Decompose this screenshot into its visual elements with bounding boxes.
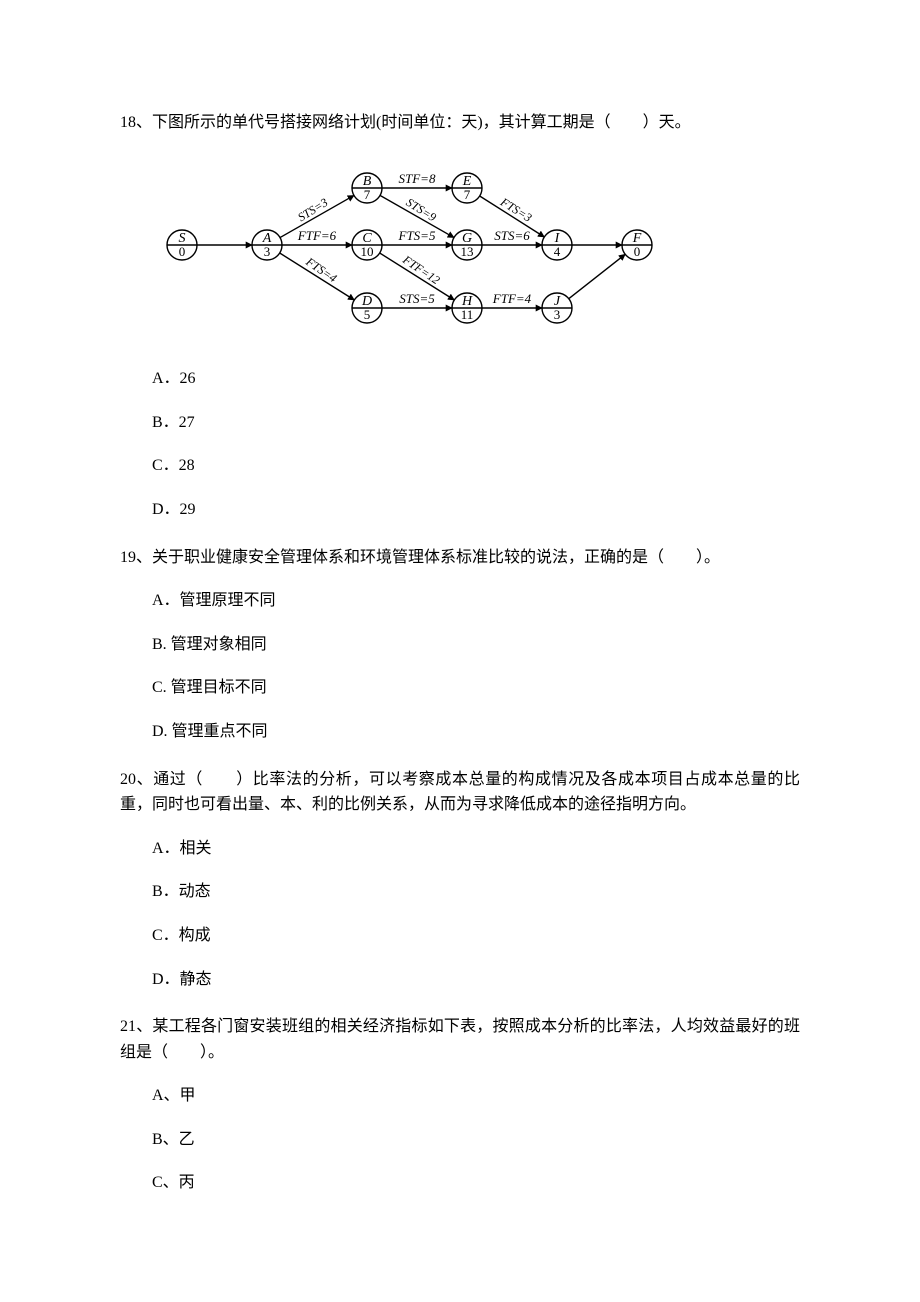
q20-option-d: D．静态 xyxy=(152,967,800,993)
edge-label-B-E: STF=8 xyxy=(399,171,436,186)
q19-option-a: A．管理原理不同 xyxy=(152,588,800,614)
edge-label-H-J: FTF=4 xyxy=(492,291,532,306)
edge-label-E-I: FTS=3 xyxy=(497,194,534,224)
node-F-duration: 0 xyxy=(634,244,641,259)
edge-label-B-G: STS=9 xyxy=(404,195,439,224)
q19-option-d: D. 管理重点不同 xyxy=(152,719,800,745)
q18-options: A．26 B．27 C．28 D．29 xyxy=(120,366,800,522)
question-21: 21、某工程各门窗安装班组的相关经济指标如下表，按照成本分析的比率法，人均效益最… xyxy=(120,1014,800,1196)
node-J-duration: 3 xyxy=(554,307,561,322)
edge-label-A-C: FTF=6 xyxy=(297,228,337,243)
edge-label-D-H: STS=5 xyxy=(399,291,435,306)
node-G-duration: 13 xyxy=(461,244,474,259)
q20-stem: 20、通过（ ）比率法的分析，可以考察成本总量的构成情况及各成本项目占成本总量的… xyxy=(120,767,800,818)
q21-option-c: C、丙 xyxy=(152,1170,800,1196)
question-20: 20、通过（ ）比率法的分析，可以考察成本总量的构成情况及各成本项目占成本总量的… xyxy=(120,767,800,993)
q19-stem: 19、关于职业健康安全管理体系和环境管理体系标准比较的说法，正确的是（ ）。 xyxy=(120,545,800,571)
node-I-duration: 4 xyxy=(554,244,561,259)
question-18: 18、下图所示的单代号搭接网络计划(时间单位：天)，其计算工期是（ ）天。 ST… xyxy=(120,110,800,523)
q19-option-c: C. 管理目标不同 xyxy=(152,675,800,701)
q20-option-c: C．构成 xyxy=(152,923,800,949)
question-19: 19、关于职业健康安全管理体系和环境管理体系标准比较的说法，正确的是（ ）。 A… xyxy=(120,545,800,745)
node-S-duration: 0 xyxy=(179,244,186,259)
node-A-duration: 3 xyxy=(264,244,271,259)
node-D-duration: 5 xyxy=(364,307,371,322)
q18-network-diagram: STS=3FTF=6FTS=4STF=8STS=9FTS=5FTF=12STS=… xyxy=(152,150,800,349)
edge-J-F xyxy=(569,254,625,298)
page: 18、下图所示的单代号搭接网络计划(时间单位：天)，其计算工期是（ ）天。 ST… xyxy=(0,0,920,1278)
q18-option-a: A．26 xyxy=(152,366,800,392)
edge-label-A-D: FTS=4 xyxy=(303,254,340,285)
node-H-duration: 11 xyxy=(461,307,474,322)
q21-option-b: B、乙 xyxy=(152,1127,800,1153)
edge-label-C-G: FTS=5 xyxy=(398,228,436,243)
q18-option-c: C．28 xyxy=(152,453,800,479)
q18-option-d: D．29 xyxy=(152,497,800,523)
q20-options: A．相关 B．动态 C．构成 D．静态 xyxy=(120,836,800,992)
q19-option-b: B. 管理对象相同 xyxy=(152,632,800,658)
edge-label-G-I: STS=6 xyxy=(494,228,530,243)
network-svg: STS=3FTF=6FTS=4STF=8STS=9FTS=5FTF=12STS=… xyxy=(152,150,662,340)
q18-option-b: B．27 xyxy=(152,410,800,436)
q21-options: A、甲 B、乙 C、丙 xyxy=(120,1083,800,1196)
q21-stem: 21、某工程各门窗安装班组的相关经济指标如下表，按照成本分析的比率法，人均效益最… xyxy=(120,1014,800,1065)
edge-label-A-B: STS=3 xyxy=(295,195,330,224)
q21-option-a: A、甲 xyxy=(152,1083,800,1109)
q20-option-a: A．相关 xyxy=(152,836,800,862)
q19-options: A．管理原理不同 B. 管理对象相同 C. 管理目标不同 D. 管理重点不同 xyxy=(120,588,800,744)
q20-option-b: B．动态 xyxy=(152,879,800,905)
node-E-duration: 7 xyxy=(464,187,471,202)
node-C-duration: 10 xyxy=(361,244,374,259)
q18-stem: 18、下图所示的单代号搭接网络计划(时间单位：天)，其计算工期是（ ）天。 xyxy=(120,110,800,136)
node-B-duration: 7 xyxy=(364,187,371,202)
